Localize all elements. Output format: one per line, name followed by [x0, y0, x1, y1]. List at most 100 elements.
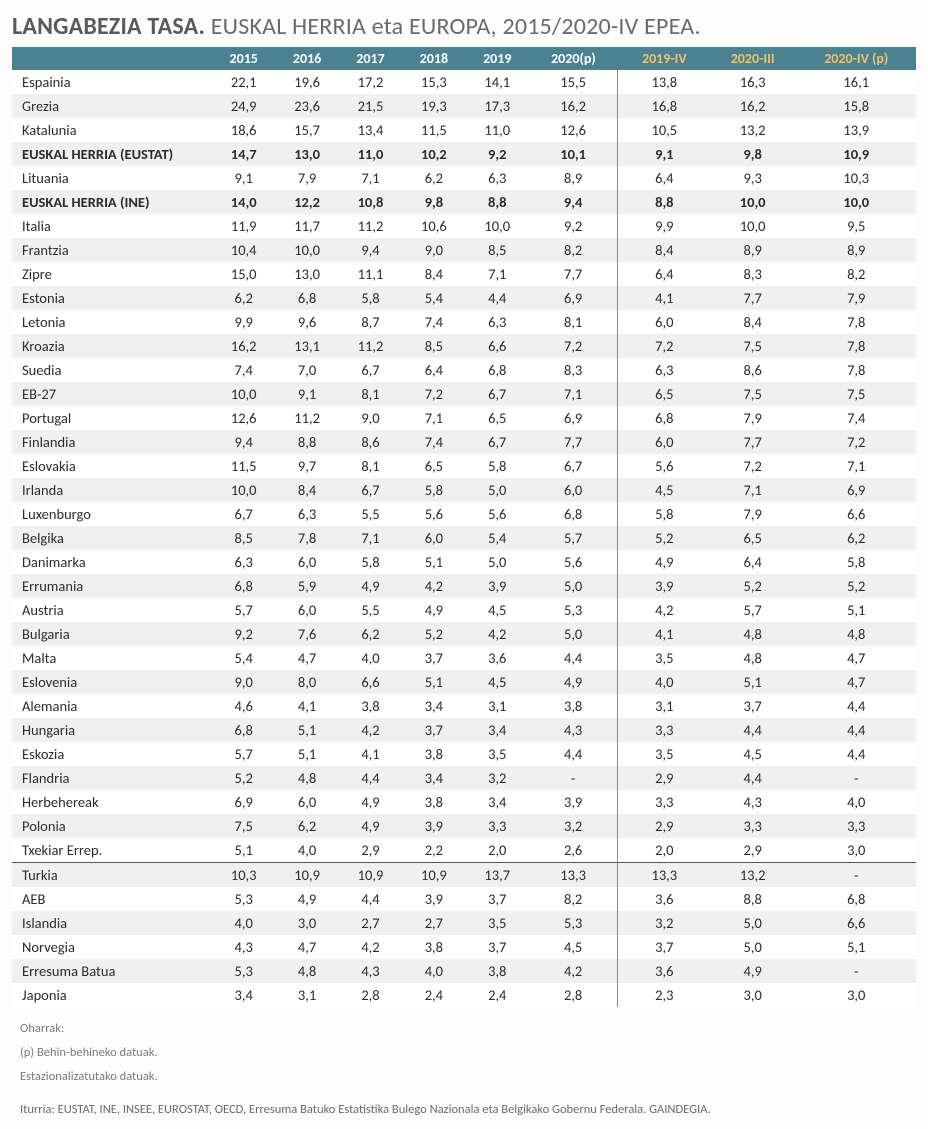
cell: 6,2 — [402, 166, 465, 190]
cell: 6,0 — [275, 550, 338, 574]
cell: 7,7 — [709, 430, 797, 454]
cell: 16,1 — [797, 70, 917, 94]
table-row: Belgika8,57,87,16,05,45,75,26,56,2 — [12, 526, 916, 550]
cell: 4,4 — [709, 766, 797, 790]
cell: 11,0 — [339, 142, 402, 166]
table-row: EB-2710,09,18,17,26,77,16,57,57,5 — [12, 382, 916, 406]
cell: 5,1 — [402, 550, 465, 574]
cell: 9,8 — [402, 190, 465, 214]
cell: 8,0 — [275, 670, 338, 694]
cell: 7,1 — [402, 406, 465, 430]
cell: 3,0 — [275, 911, 338, 935]
cell: 5,1 — [709, 670, 797, 694]
cell: 5,8 — [339, 286, 402, 310]
cell: 9,9 — [212, 310, 275, 334]
cell: 9,2 — [529, 214, 618, 238]
cell: 6,0 — [620, 430, 709, 454]
cell: 14,1 — [466, 70, 529, 94]
cell: 4,4 — [466, 286, 529, 310]
table-row: Turkia10,310,910,910,913,713,313,313,2- — [12, 863, 916, 888]
cell: 8,1 — [529, 310, 618, 334]
cell: 7,0 — [275, 358, 338, 382]
cell: 6,9 — [529, 406, 618, 430]
cell: 5,4 — [212, 646, 275, 670]
cell: 3,0 — [709, 983, 797, 1007]
cell: 4,9 — [339, 814, 402, 838]
cell: 6,0 — [402, 526, 465, 550]
note-2: Estazionalizatutako datuak. — [20, 1065, 916, 1089]
cell: 9,4 — [339, 238, 402, 262]
cell: 6,6 — [466, 334, 529, 358]
table-row: Eslovakia11,59,78,16,55,86,75,67,27,1 — [12, 454, 916, 478]
table-row: Estonia6,26,85,85,44,46,94,17,77,9 — [12, 286, 916, 310]
cell: 13,0 — [275, 142, 338, 166]
cell: 16,8 — [620, 94, 709, 118]
cell: 6,3 — [466, 166, 529, 190]
notes-label: Oharrak: — [20, 1017, 916, 1041]
cell: 9,6 — [275, 310, 338, 334]
cell: 23,6 — [275, 94, 338, 118]
row-name: EUSKAL HERRIA (INE) — [12, 190, 212, 214]
row-name: Bulgaria — [12, 622, 212, 646]
cell: 7,6 — [275, 622, 338, 646]
cell: 5,8 — [466, 454, 529, 478]
cell: 4,9 — [620, 550, 709, 574]
cell: 2,8 — [529, 983, 618, 1007]
cell: 18,6 — [212, 118, 275, 142]
cell: 7,2 — [402, 382, 465, 406]
cell: 2,0 — [620, 838, 709, 863]
table-row: Lituania9,17,97,16,26,38,96,49,310,3 — [12, 166, 916, 190]
cell: 5,7 — [709, 598, 797, 622]
cell: - — [797, 863, 917, 888]
cell: 3,8 — [402, 935, 465, 959]
table-row: Japonia3,43,12,82,42,42,82,33,03,0 — [12, 983, 916, 1007]
cell: 5,6 — [620, 454, 709, 478]
cell: 6,8 — [797, 887, 917, 911]
row-name: Erresuma Batua — [12, 959, 212, 983]
table-row: Norvegia4,34,74,23,83,74,53,75,05,1 — [12, 935, 916, 959]
cell: 7,9 — [797, 286, 917, 310]
cell: 5,8 — [402, 478, 465, 502]
cell: 3,9 — [529, 790, 618, 814]
cell: 2,4 — [402, 983, 465, 1007]
cell: 7,9 — [275, 166, 338, 190]
cell: 11,9 — [212, 214, 275, 238]
cell: 9,2 — [466, 142, 529, 166]
cell: 6,5 — [402, 454, 465, 478]
cell: 5,7 — [212, 598, 275, 622]
notes-block: Oharrak: (p) Behin-behineko datuak. Esta… — [12, 1017, 916, 1088]
header-row: 2015 2016 2017 2018 2019 2020(p) 2019-IV… — [12, 47, 916, 70]
row-name: Alemania — [12, 694, 212, 718]
cell: 4,3 — [709, 790, 797, 814]
cell: 5,8 — [620, 502, 709, 526]
row-name: Katalunia — [12, 118, 212, 142]
cell: 9,5 — [797, 214, 917, 238]
cell: 9,7 — [275, 454, 338, 478]
cell: 3,6 — [620, 887, 709, 911]
cell: 4,5 — [466, 598, 529, 622]
table-row: Kroazia16,213,111,28,56,67,27,27,57,8 — [12, 334, 916, 358]
table-row: Errumania6,85,94,94,23,95,03,95,25,2 — [12, 574, 916, 598]
cell: 2,9 — [620, 814, 709, 838]
cell: 7,4 — [212, 358, 275, 382]
cell: 6,8 — [620, 406, 709, 430]
row-name: Kroazia — [12, 334, 212, 358]
col-2015: 2015 — [212, 47, 275, 70]
table-row: Irlanda10,08,46,75,85,06,04,57,16,9 — [12, 478, 916, 502]
table-row: Luxenburgo6,76,35,55,65,66,85,87,96,6 — [12, 502, 916, 526]
cell: 4,4 — [339, 766, 402, 790]
cell: 14,0 — [212, 190, 275, 214]
cell: 6,3 — [212, 550, 275, 574]
table-body: Espainia22,119,617,215,314,115,513,816,3… — [12, 70, 916, 1007]
cell: 6,3 — [466, 310, 529, 334]
note-1: (p) Behin-behineko datuak. — [20, 1041, 916, 1065]
cell: 6,9 — [212, 790, 275, 814]
table-row: Txekiar Errep.5,14,02,92,22,02,62,02,93,… — [12, 838, 916, 863]
cell: 16,2 — [709, 94, 797, 118]
cell: 5,6 — [529, 550, 618, 574]
row-name: Zipre — [12, 262, 212, 286]
title-rest: EUSKAL HERRIA eta EUROPA, 2015/2020-IV E… — [205, 12, 701, 41]
cell: 4,6 — [212, 694, 275, 718]
cell: 4,1 — [339, 742, 402, 766]
cell: 8,3 — [709, 262, 797, 286]
